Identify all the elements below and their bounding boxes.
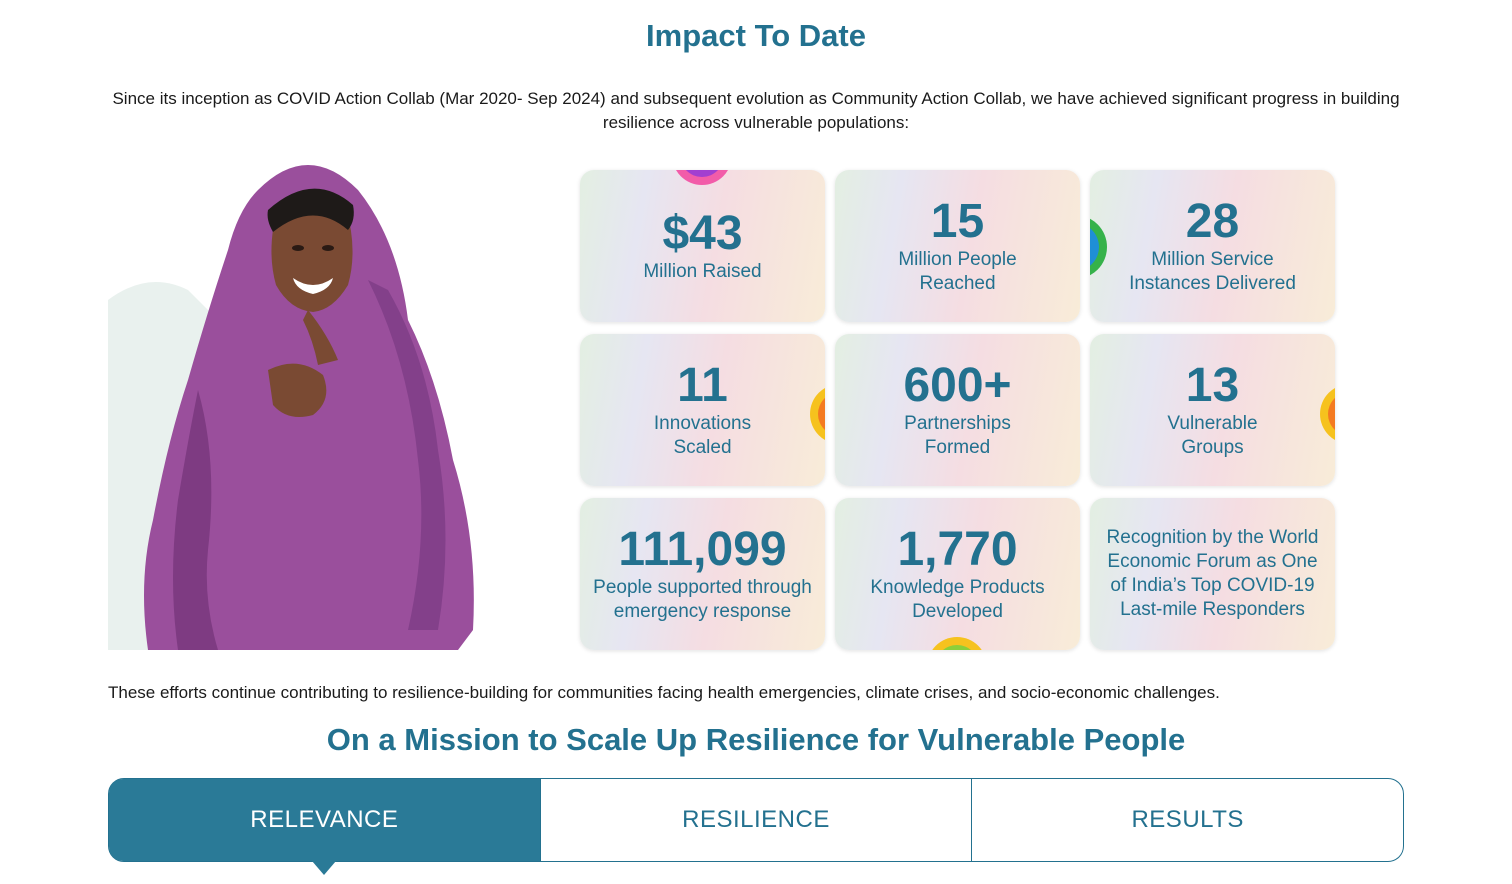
stat-card-innovations: 11 Innovations Scaled <box>580 334 825 486</box>
stat-label: Million Raised <box>643 261 762 282</box>
flower-decoration-icon <box>932 637 982 650</box>
stat-label: People supported through emergency respo… <box>593 577 812 622</box>
mission-title: On a Mission to Scale Up Resilience for … <box>326 722 1186 757</box>
stat-label: Partnerships Formed <box>904 413 1011 458</box>
stat-card-people-reached: 15 Million People Reached <box>835 170 1080 322</box>
stat-card-services: 28 Million Service Instances Delivered <box>1090 170 1335 322</box>
stat-label: Million Service Instances Delivered <box>1129 249 1296 294</box>
stat-card-funds: $43 Million Raised <box>580 170 825 322</box>
stat-value: 111,099 <box>618 523 787 576</box>
stat-card-groups: 13 Vulnerable Groups <box>1090 334 1335 486</box>
stat-value: 11 <box>677 359 728 412</box>
stat-value: 15 <box>930 195 985 248</box>
flower-decoration-icon <box>1090 218 1107 276</box>
stat-value: 13 <box>1185 359 1240 412</box>
tab-resilience[interactable]: RESILIENCE <box>539 779 972 861</box>
impact-title: Impact To Date <box>646 18 866 53</box>
flower-decoration-icon <box>1320 388 1335 440</box>
tab-relevance[interactable]: RELEVANCE <box>109 779 540 875</box>
stat-label: Innovations Scaled <box>653 413 752 458</box>
stat-value: 1,770 <box>897 523 1018 576</box>
stat-label: Million People Reached <box>898 249 1017 294</box>
mission-tabs: RELEVANCE RESILIENCE RESULTS <box>108 778 1404 875</box>
stat-label: Vulnerable Groups <box>1167 413 1258 458</box>
tab-results[interactable]: RESULTS <box>971 779 1403 861</box>
impact-intro: Since its inception as COVID Action Coll… <box>112 89 1400 132</box>
stat-value: 28 <box>1185 195 1240 248</box>
stat-card-emergency-support: 111,099 People supported through emergen… <box>580 498 825 650</box>
stat-value: $43 <box>662 207 743 260</box>
stat-value: 600+ <box>903 359 1012 412</box>
stat-label: Recognition by the World Economic Forum … <box>1106 527 1319 620</box>
stat-card-partnerships: 600+ Partnerships Formed <box>835 334 1080 486</box>
impact-stats-grid: $43 Million Raised 15 Million People Rea… <box>580 170 1335 650</box>
stat-card-wef-recognition: Recognition by the World Economic Forum … <box>1090 498 1335 650</box>
stat-card-knowledge-products: 1,770 Knowledge Products Developed <box>835 498 1080 650</box>
woman-photo <box>108 165 474 650</box>
flower-decoration-icon <box>810 388 825 440</box>
flower-decoration-icon <box>676 170 728 185</box>
impact-closing-text: These efforts continue contributing to r… <box>108 683 1220 702</box>
stat-label: Knowledge Products Developed <box>870 577 1045 622</box>
